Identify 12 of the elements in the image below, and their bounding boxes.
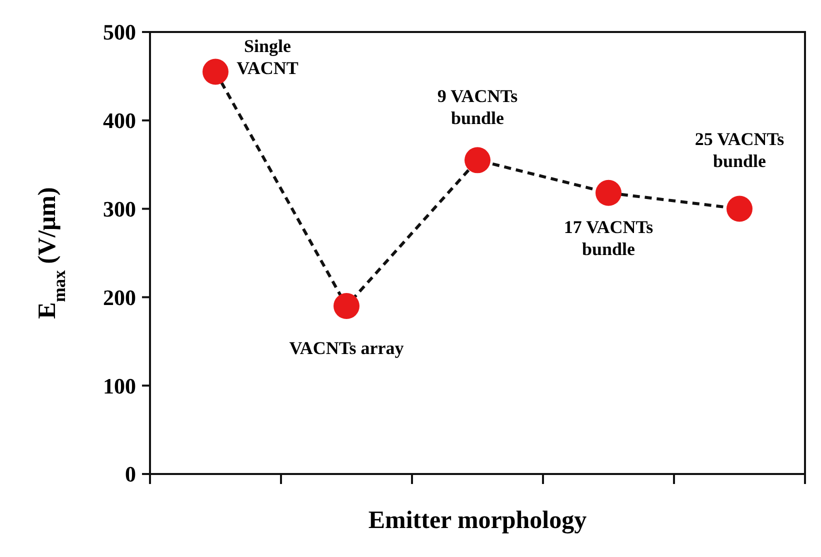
y-tick-label: 0 bbox=[125, 462, 136, 487]
y-tick-label: 500 bbox=[103, 20, 136, 45]
annotation: 25 VACNTs bundle bbox=[694, 128, 784, 171]
y-tick-label: 400 bbox=[103, 108, 136, 134]
annotation: 17 VACNTs bundle bbox=[564, 216, 654, 259]
y-tick-label: 100 bbox=[103, 373, 136, 398]
annotation: Single VACNT bbox=[236, 36, 298, 78]
annotation: 9 VACNTs bundle bbox=[437, 86, 518, 128]
annotation: VACNTs array bbox=[289, 338, 404, 358]
y-tick-label: 200 bbox=[103, 284, 136, 310]
y-tick-label: 300 bbox=[103, 196, 136, 222]
x-axis-title: Emitter morphology bbox=[368, 507, 588, 534]
